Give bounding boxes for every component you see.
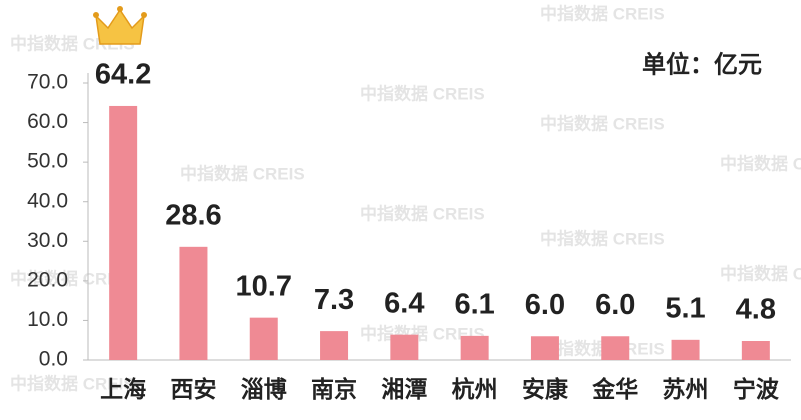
x-tick-label: 南京 — [311, 376, 357, 402]
x-tick-label: 宁波 — [733, 376, 780, 402]
y-tick-label: 30.0 — [27, 229, 68, 252]
value-label: 6.0 — [525, 289, 565, 321]
y-tick-label: 50.0 — [27, 150, 68, 173]
value-label: 5.1 — [665, 292, 705, 324]
crown-gem — [117, 6, 123, 12]
y-tick-label: 40.0 — [27, 189, 68, 212]
y-tick-label: 10.0 — [27, 308, 68, 331]
y-tick-label: 0.0 — [39, 348, 68, 371]
x-tick-label: 杭州 — [452, 376, 498, 402]
x-tick-label: 湘潭 — [381, 376, 427, 402]
crown — [94, 8, 146, 45]
x-tick-label: 西安 — [170, 376, 216, 402]
value-label: 6.1 — [454, 289, 494, 321]
x-tick-label: 安康 — [522, 376, 569, 402]
watermark: 中指数据 CREIS — [10, 268, 135, 288]
bar — [601, 336, 630, 360]
watermarks: 中指数据 CREIS 中指数据 CREIS 中指数据 CREIS 中指数据 CR… — [10, 3, 801, 393]
bar — [320, 331, 349, 360]
bar — [109, 105, 138, 360]
value-label: 64.2 — [95, 59, 151, 91]
bar — [390, 334, 419, 360]
watermark: 中指数据 CREIS — [360, 83, 485, 103]
x-tick-label: 上海 — [100, 376, 146, 402]
bar — [741, 341, 770, 360]
crown-gem — [141, 12, 147, 18]
value-label: 28.6 — [165, 199, 221, 231]
x-tick-label: 淄博 — [241, 376, 287, 402]
bar — [460, 335, 489, 360]
x-tick-label: 苏州 — [663, 376, 709, 402]
y-tick-label: 60.0 — [27, 110, 68, 133]
watermark: 中指数据 CREIS — [540, 3, 665, 23]
value-label: 7.3 — [314, 284, 354, 316]
watermark: 中指数据 CREIS — [180, 163, 305, 183]
bar — [249, 317, 278, 360]
watermark: 中指数据 CREIS — [720, 153, 801, 173]
watermark: 中指数据 CREIS — [720, 263, 801, 283]
bar — [530, 336, 559, 360]
watermark: 中指数据 CREIS — [540, 113, 665, 133]
value-label: 6.0 — [595, 289, 635, 321]
x-tick-label: 金华 — [591, 376, 638, 402]
watermark: 中指数据 CREIS — [360, 203, 485, 223]
watermark: 中指数据 CREIS — [540, 228, 665, 248]
crown-gem — [93, 12, 99, 18]
bar — [671, 339, 700, 360]
value-label: 4.8 — [736, 294, 776, 326]
watermark: 中指数据 CREIS — [10, 373, 135, 393]
value-label: 10.7 — [236, 270, 292, 302]
y-tick-label: 70.0 — [27, 71, 68, 94]
crown-icon — [93, 6, 147, 45]
y-tick-label: 20.0 — [27, 268, 68, 291]
unit-label: 单位：亿元 — [642, 50, 762, 78]
value-label: 6.4 — [384, 287, 424, 319]
bar — [179, 246, 208, 360]
